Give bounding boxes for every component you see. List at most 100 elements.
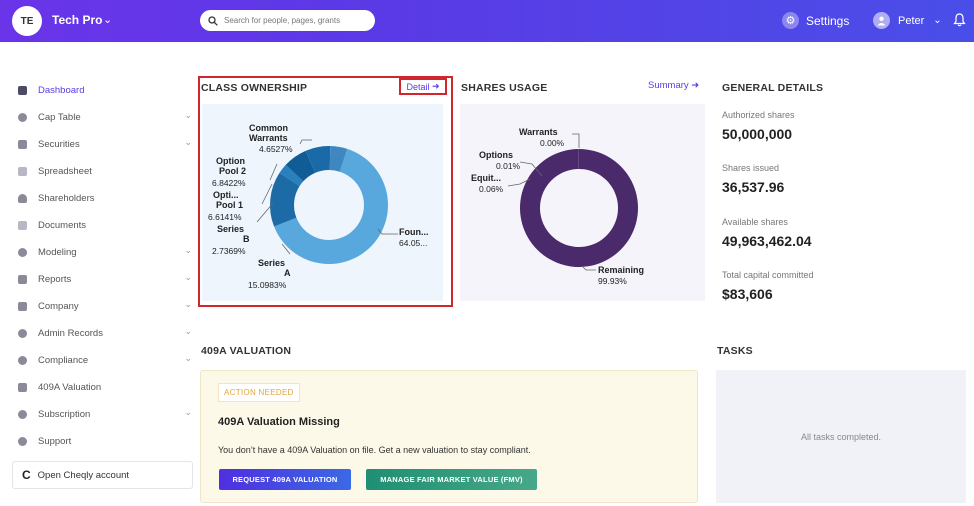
sidebar-item-securities[interactable]: Securities ⌄ (18, 135, 194, 153)
building-icon (18, 301, 27, 311)
chevron-down-icon: ⌄ (184, 245, 192, 255)
detail-label: Detail (406, 81, 430, 92)
sidebar-item-reports[interactable]: Reports ⌄ (18, 270, 194, 288)
class-ownership-title: CLASS OWNERSHIP (201, 82, 308, 94)
leader-option-pool-2 (269, 163, 278, 181)
label-remaining: Remaining (598, 265, 645, 275)
sidebar-item-label: 409A Valuation (38, 381, 102, 393)
chevron-down-icon: ⌄ (184, 272, 192, 282)
class-ownership-chart-panel (202, 104, 443, 301)
ownership-slice-option-pool-2[interactable] (305, 146, 331, 173)
sidebar-item-modeling[interactable]: Modeling ⌄ (18, 243, 194, 261)
shield-icon (18, 355, 27, 365)
company-avatar[interactable]: TE (12, 6, 42, 36)
user-menu[interactable]: Peter ⌄ (873, 12, 942, 29)
sidebar-item-cap-table[interactable]: Cap Table ⌄ (18, 108, 194, 126)
settings-label: Settings (806, 13, 850, 28)
pct-remaining: 99.93% (598, 276, 627, 286)
action-needed-badge: ACTION NEEDED (218, 383, 300, 402)
sidebar-item-company[interactable]: Company ⌄ (18, 297, 194, 315)
chevron-down-icon: ⌄ (184, 407, 192, 417)
leader-series-a (281, 243, 291, 255)
label-options: Options (479, 150, 513, 160)
sidebar-item-dashboard[interactable]: Dashboard (18, 81, 194, 99)
settings-button[interactable]: ⚙ Settings (782, 12, 849, 29)
chevron-down-icon: ⌄ (184, 137, 192, 147)
ownership-slice-series-a[interactable] (270, 172, 300, 227)
usage-slice-remaining[interactable] (519, 149, 638, 267)
shares-usage-chart (507, 133, 638, 271)
chevron-down-icon[interactable]: ⌄ (103, 14, 113, 26)
chevron-down-icon: ⌄ (933, 15, 942, 26)
search-bar[interactable] (200, 10, 375, 31)
sidebar-item-label: Securities (38, 138, 80, 150)
shares-usage-title: SHARES USAGE (461, 82, 548, 94)
sidebar-item-admin-records[interactable]: Admin Records ⌄ (18, 324, 194, 342)
sidebar-item-label: Modeling (38, 246, 77, 258)
ownership-slice-common-warrants[interactable] (329, 146, 348, 172)
pie-icon (18, 112, 27, 122)
pct-equity: 0.06% (479, 184, 504, 194)
grid-icon (18, 166, 27, 176)
pct-option-pool-2: 6.8422% (212, 178, 246, 188)
gear-icon (18, 328, 27, 338)
manage-fmv-button[interactable]: MANAGE FAIR MARKET VALUE (FMV) (366, 469, 537, 490)
user-name: Peter (898, 14, 925, 27)
arrow-right-icon: ➜ (431, 81, 440, 91)
label-common-warrants: Common Warrants (249, 123, 288, 143)
headset-icon (18, 436, 27, 446)
label-equity: Equit... (471, 173, 501, 183)
chevron-down-icon: ⌄ (184, 326, 192, 336)
sidebar-item-label: Compliance (38, 354, 89, 366)
sidebar-item-spreadsheet[interactable]: Spreadsheet (18, 162, 194, 180)
chevron-down-icon: ⌄ (184, 353, 192, 363)
folder-icon (18, 220, 27, 230)
chart-icon (18, 382, 27, 392)
total-capital-value: $83,606 (722, 286, 773, 302)
pct-series-a: 15.0983% (248, 280, 287, 290)
open-cheqly-button[interactable]: C Open Cheqly account (12, 461, 193, 489)
sidebar-item-label: Cap Table (38, 111, 81, 123)
sidebar-item-subscription[interactable]: Subscription ⌄ (18, 405, 194, 423)
dashboard-icon (18, 85, 27, 95)
detail-link[interactable]: Detail ➜ (399, 78, 447, 95)
summary-link[interactable]: Summary ➜ (648, 80, 699, 91)
shares-usage-chart-panel (460, 104, 705, 301)
sidebar-item-documents[interactable]: Documents (18, 216, 194, 234)
label-warrants: Warrants (519, 127, 558, 137)
bell-icon[interactable] (953, 12, 966, 28)
pct-warrants: 0.00% (540, 138, 565, 148)
search-input[interactable] (224, 16, 369, 25)
sidebar-item-label: Admin Records (38, 327, 103, 339)
leader-series-b (256, 201, 275, 223)
ownership-slice-founders[interactable] (274, 148, 388, 264)
arrow-right-icon: ➜ (691, 80, 700, 91)
top-bar: TE Tech Pro ⌄ ⚙ Settings Peter ⌄ (0, 0, 974, 42)
pct-options: 0.01% (496, 161, 521, 171)
class-ownership-chart (256, 139, 398, 264)
search-icon (208, 15, 218, 26)
available-shares-value: 49,963,462.04 (722, 233, 812, 249)
user-avatar-icon (873, 12, 890, 29)
sidebar-item-shareholders[interactable]: Shareholders (18, 189, 194, 207)
general-details-title: GENERAL DETAILS (722, 82, 824, 94)
chevron-down-icon: ⌄ (184, 299, 192, 309)
tasks-title: TASKS (717, 345, 753, 357)
sidebar-item-label: Company (38, 300, 79, 312)
pct-founders: 64.05... (399, 238, 428, 248)
sidebar-item-support[interactable]: Support (18, 432, 194, 450)
ownership-slice-series-b[interactable] (279, 164, 304, 186)
label-option-pool-2: Option Pool 2 (216, 156, 247, 176)
chevron-down-icon: ⌄ (184, 110, 192, 120)
request-409a-button[interactable]: REQUEST 409A VALUATION (219, 469, 351, 490)
company-name[interactable]: Tech Pro (52, 13, 103, 27)
ownership-slice-option-pool-1[interactable] (285, 150, 316, 182)
label-option-pool-1: Opti... Pool 1 (213, 190, 244, 210)
cheqly-logo-icon: C (22, 468, 31, 482)
sidebar-item-compliance[interactable]: Compliance ⌄ (18, 351, 194, 369)
authorized-shares-label: Authorized shares (722, 110, 795, 120)
leader-equity (507, 178, 531, 187)
lightbulb-icon (18, 247, 27, 257)
label-founders: Foun... (399, 227, 429, 237)
sidebar-item-409a-valuation[interactable]: 409A Valuation (18, 378, 194, 396)
